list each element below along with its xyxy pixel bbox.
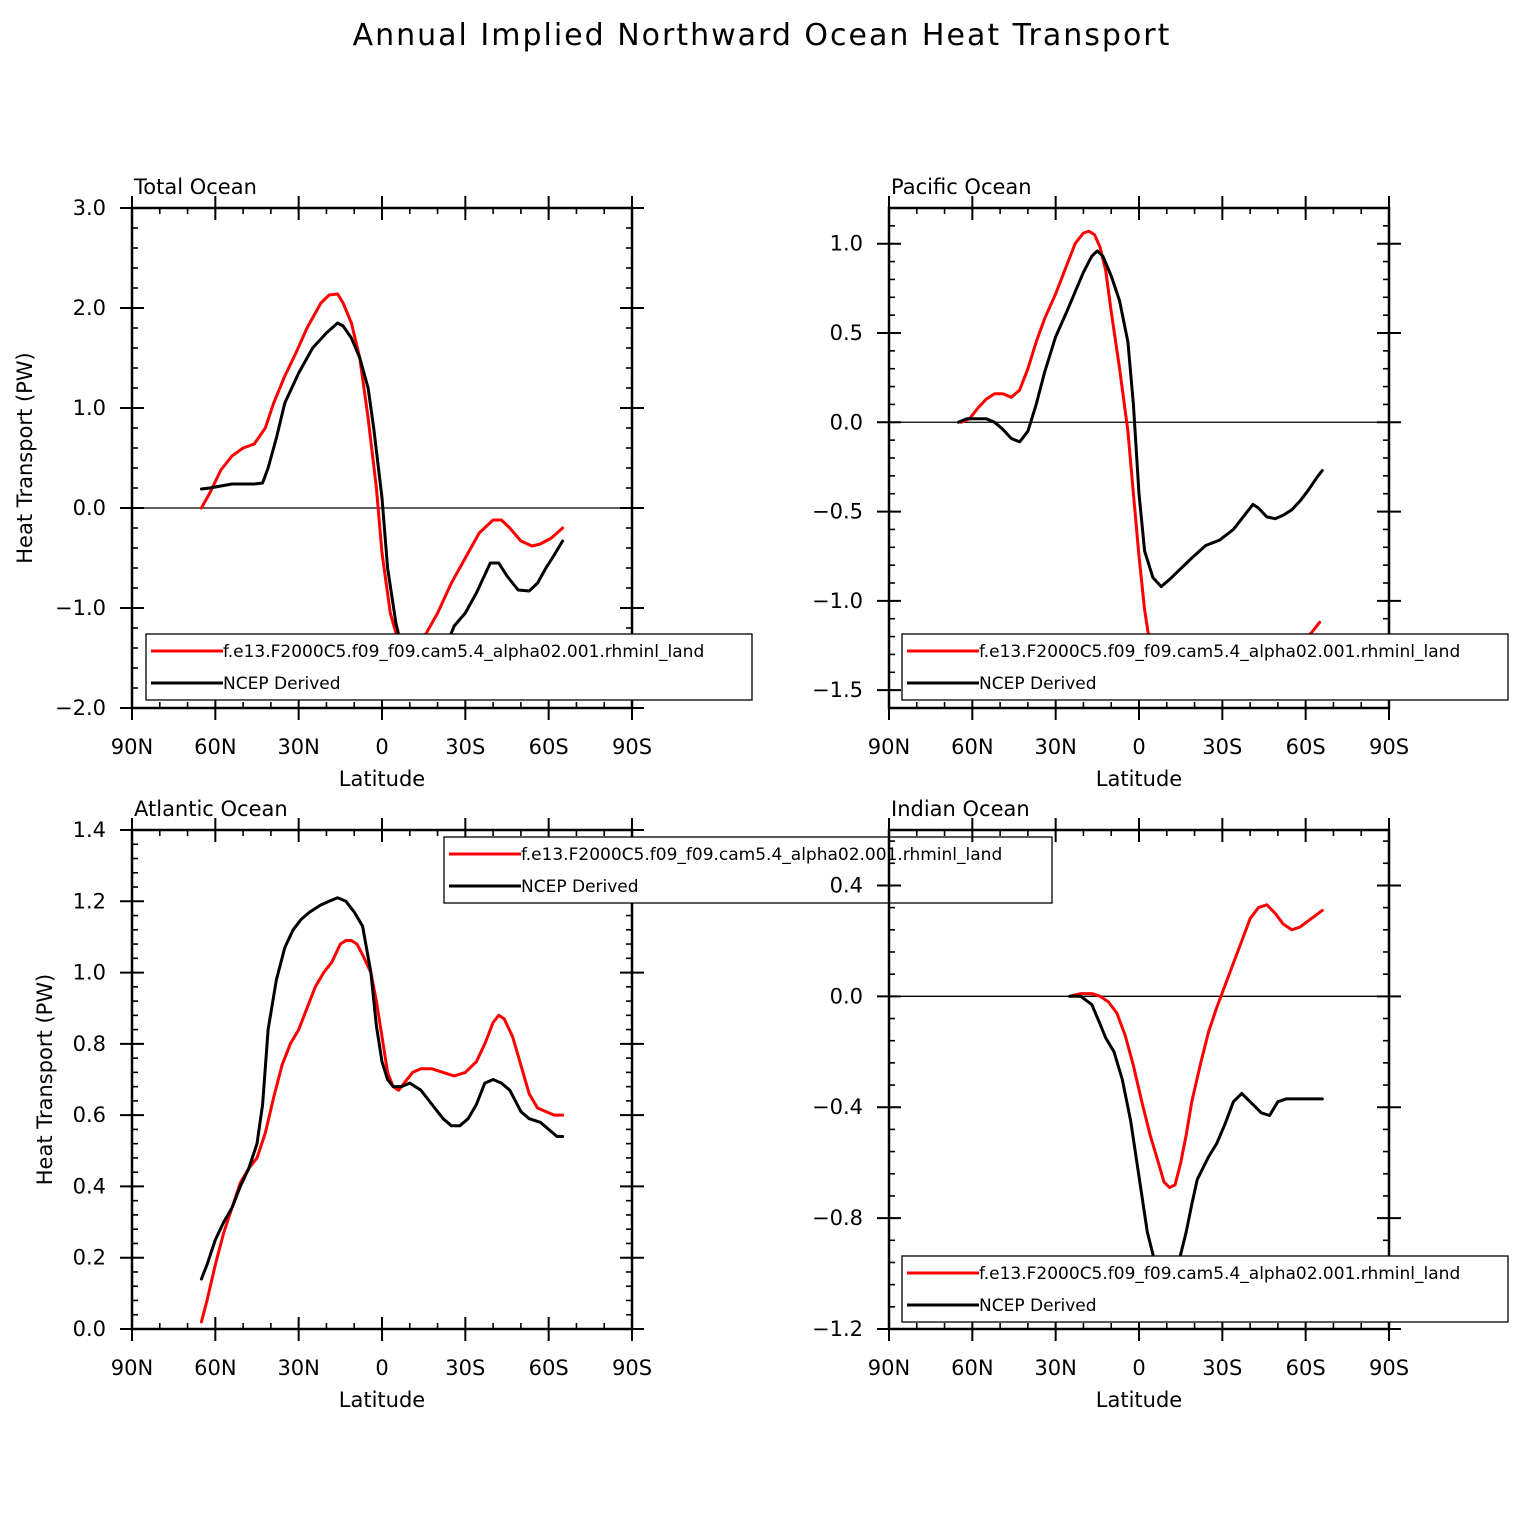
y-tick-label: 0.6: [73, 1103, 106, 1127]
x-axis-label: Latitude: [339, 767, 425, 791]
legend: f.e13.F2000C5.f09_f09.cam5.4_alpha02.001…: [145, 633, 753, 701]
legend-box: [901, 1255, 1509, 1323]
panel-title: Atlantic Ocean: [134, 797, 288, 821]
x-tick-label: 60S: [529, 1356, 569, 1380]
y-tick-label: −0.8: [812, 1206, 863, 1230]
x-tick-label: 60S: [1286, 735, 1326, 759]
plot-frame: [130, 828, 634, 1331]
x-tick-label: 60S: [529, 735, 569, 759]
legend-label: NCEP Derived: [979, 674, 1097, 694]
panel-indian-ocean: Indian Ocean −1.2 −0.8 −0.4 0.0 0.4 90N 60N 30N 0…: [812, 797, 1509, 1412]
x-tick-label: 30S: [1202, 735, 1242, 759]
series-line-model: [959, 229, 1322, 685]
y-tick-label: −0.5: [812, 500, 863, 524]
x-tick-label: 0: [1132, 1356, 1145, 1380]
y-tick-label: 1.0: [73, 961, 106, 985]
x-tick-label: 30S: [445, 735, 485, 759]
y-tick-label: 0.0: [830, 984, 863, 1008]
y-tick-label: 0.5: [830, 321, 863, 345]
legend: f.e13.F2000C5.f09_f09.cam5.4_alpha02.001…: [901, 633, 1509, 701]
x-tick-label: 30N: [277, 735, 319, 759]
y-tick-label: 0.0: [73, 1317, 106, 1341]
y-tick-label: −1.0: [55, 596, 106, 620]
plot-frame: [887, 206, 1391, 710]
y-tick-label: 0.0: [73, 496, 106, 520]
x-tick-label: 30S: [1202, 1356, 1242, 1380]
series-line-ncep: [1068, 994, 1324, 1289]
x-tick-label: 30N: [1034, 735, 1076, 759]
legend-label: f.e13.F2000C5.f09_f09.cam5.4_alpha02.001…: [521, 845, 1002, 865]
legend: f.e13.F2000C5.f09_f09.cam5.4_alpha02.001…: [901, 1255, 1509, 1323]
x-tick-label: 0: [375, 1356, 388, 1380]
series-line-model: [1068, 903, 1324, 1190]
y-tick-label: 0.4: [830, 873, 863, 897]
y-tick-label: −1.2: [812, 1317, 863, 1341]
y-tick-label: 0.8: [73, 1032, 106, 1056]
legend-label: NCEP Derived: [223, 674, 341, 694]
panel-pacific-ocean: Pacific Ocean −1.5 −1.0 −0.5 0.0 0.5 1.0 90N 60N…: [812, 175, 1509, 791]
y-tick-label: 1.0: [73, 396, 106, 420]
legend-label: NCEP Derived: [521, 877, 639, 897]
legend-box: [901, 633, 1509, 701]
x-tick-label: 30N: [1034, 1356, 1076, 1380]
y-tick-label: 3.0: [73, 196, 106, 220]
y-tick-label: 1.4: [73, 818, 106, 842]
y-axis-label: Heat Transport (PW): [33, 974, 57, 1186]
legend-box: [145, 633, 753, 701]
y-axis-label: Heat Transport (PW): [13, 352, 37, 564]
x-tick-label: 60N: [194, 735, 236, 759]
legend-label: f.e13.F2000C5.f09_f09.cam5.4_alpha02.001…: [979, 1264, 1460, 1284]
y-tick-label: 0.0: [830, 410, 863, 434]
x-axis-label: Latitude: [1096, 767, 1182, 791]
x-tick-label: 90S: [612, 1356, 652, 1380]
x-tick-label: 60N: [951, 735, 993, 759]
x-tick-label: 60S: [1286, 1356, 1326, 1380]
series-line-ncep: [956, 249, 1324, 589]
series-line-model: [199, 292, 565, 652]
y-tick-label: 1.2: [73, 889, 106, 913]
figure-title: Annual Implied Northward Ocean Heat Tran…: [353, 18, 1172, 53]
x-tick-label: 90N: [868, 735, 910, 759]
y-tick-label: −2.0: [55, 696, 106, 720]
x-tick-label: 90N: [111, 735, 153, 759]
panel-atlantic-ocean: Atlantic Ocean 0.0 0.2 0.4 0.6 0.8 1.0 1.2 1.4 90…: [33, 797, 1053, 1412]
plot-frame: [130, 206, 634, 710]
panel-title: Pacific Ocean: [891, 175, 1032, 199]
x-tick-label: 90S: [1369, 735, 1409, 759]
x-axis-label: Latitude: [1096, 1388, 1182, 1412]
legend-box: [443, 836, 1053, 904]
legend-label: f.e13.F2000C5.f09_f09.cam5.4_alpha02.001…: [979, 642, 1460, 662]
x-tick-label: 0: [1132, 735, 1145, 759]
x-tick-label: 90N: [868, 1356, 910, 1380]
y-tick-label: 1.0: [830, 232, 863, 256]
x-tick-label: 0: [375, 735, 388, 759]
x-axis-label: Latitude: [339, 1388, 425, 1412]
x-tick-label: 30S: [445, 1356, 485, 1380]
legend-label: NCEP Derived: [979, 1296, 1097, 1316]
x-tick-label: 30N: [277, 1356, 319, 1380]
series-line-model: [199, 939, 565, 1324]
series-line-ncep: [199, 321, 565, 677]
x-tick-label: 90N: [111, 1356, 153, 1380]
y-tick-label: 0.2: [73, 1246, 106, 1270]
x-tick-label: 60N: [194, 1356, 236, 1380]
x-tick-label: 60N: [951, 1356, 993, 1380]
panel-title: Indian Ocean: [891, 797, 1030, 821]
y-tick-label: 0.4: [73, 1174, 106, 1198]
x-tick-label: 90S: [612, 735, 652, 759]
y-tick-label: −1.5: [812, 678, 863, 702]
panel-title: Total Ocean: [133, 175, 257, 199]
y-tick-label: −0.4: [812, 1095, 863, 1119]
y-tick-label: −1.0: [812, 589, 863, 613]
series-line-ncep: [199, 896, 565, 1281]
legend: f.e13.F2000C5.f09_f09.cam5.4_alpha02.001…: [443, 836, 1053, 904]
x-tick-label: 90S: [1369, 1356, 1409, 1380]
panel-total-ocean: Total Ocean −2.0 −1.0 0.0 1.0 2.0 3.0 90N 60N 30N…: [13, 175, 753, 791]
plot-frame: [887, 828, 1391, 1331]
y-tick-label: 2.0: [73, 296, 106, 320]
legend-label: f.e13.F2000C5.f09_f09.cam5.4_alpha02.001…: [223, 642, 704, 662]
